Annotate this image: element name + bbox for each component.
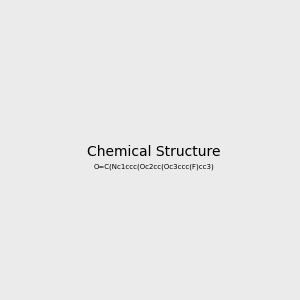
Text: O=C(Nc1ccc(Oc2cc(Oc3ccc(F)cc3): O=C(Nc1ccc(Oc2cc(Oc3ccc(F)cc3) bbox=[93, 164, 214, 170]
Text: Chemical Structure: Chemical Structure bbox=[87, 145, 220, 158]
